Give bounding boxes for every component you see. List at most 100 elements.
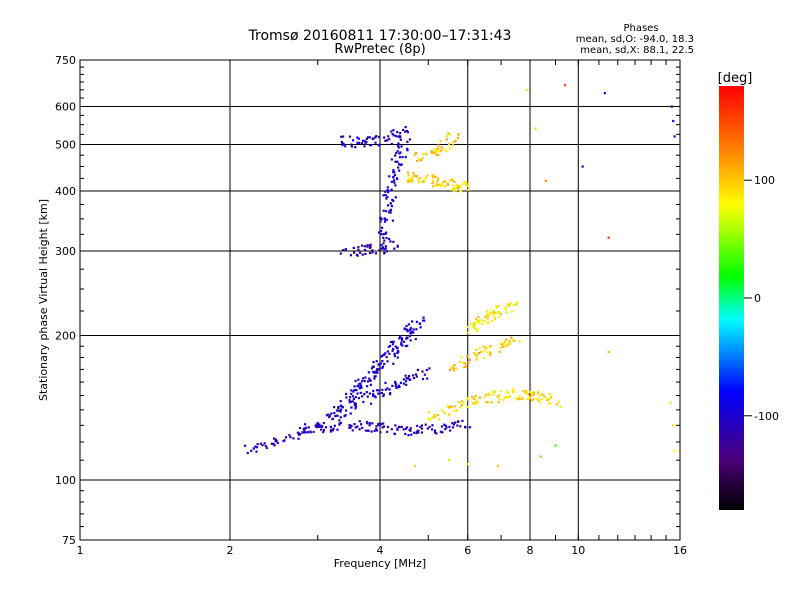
data-point [270, 442, 273, 445]
data-point [420, 431, 424, 434]
data-point [485, 400, 488, 404]
data-point [435, 183, 439, 186]
data-point [309, 431, 312, 434]
data-point [404, 130, 407, 133]
data-point [462, 361, 465, 365]
data-point [453, 369, 456, 372]
data-point [364, 252, 367, 256]
data-point [356, 392, 359, 395]
data-point [384, 232, 387, 235]
data-point [396, 177, 399, 181]
data-point [412, 328, 415, 331]
data-point [320, 428, 323, 431]
data-point [400, 163, 403, 166]
data-point [377, 368, 380, 371]
data-point [378, 248, 381, 252]
data-point [438, 183, 441, 186]
data-point [413, 464, 417, 468]
data-point [299, 433, 302, 436]
data-point [482, 356, 486, 360]
data-point [416, 159, 419, 163]
data-point [379, 355, 382, 358]
data-point [357, 137, 360, 140]
data-point [339, 410, 342, 413]
data-point [507, 303, 511, 306]
data-point [316, 423, 319, 426]
x-tick-label: 16 [673, 544, 687, 557]
data-point [379, 423, 382, 426]
data-point [447, 132, 450, 135]
data-point [374, 136, 377, 139]
data-point [507, 392, 510, 395]
data-point [339, 400, 342, 403]
data-point [472, 326, 476, 329]
data-point [426, 174, 429, 177]
data-point [440, 146, 443, 149]
data-point [451, 178, 454, 181]
data-point [493, 315, 497, 319]
data-point [318, 423, 321, 426]
data-points [243, 84, 676, 468]
data-point [460, 356, 463, 359]
data-point [399, 381, 403, 384]
data-point [298, 426, 302, 430]
data-point [453, 409, 456, 413]
data-point [336, 428, 339, 431]
data-point [418, 157, 421, 160]
data-point [301, 431, 304, 434]
data-point [360, 395, 364, 398]
data-point [421, 319, 425, 322]
data-point [440, 149, 443, 152]
data-point [379, 229, 383, 233]
data-point [421, 370, 424, 373]
data-point [304, 427, 307, 430]
chart-subtitle: RwPretec (8p) [334, 42, 425, 57]
data-point [545, 397, 548, 400]
data-point [434, 151, 437, 154]
data-point [484, 396, 487, 399]
data-point [380, 244, 383, 247]
y-tick-label: 200 [55, 330, 76, 343]
data-point [498, 398, 501, 401]
data-point [443, 423, 446, 426]
data-point [406, 376, 410, 380]
phases-line-o: mean, sd,O: -94.0, 18.3 [576, 34, 694, 45]
data-point [509, 302, 512, 305]
colorbar-tick-label: 0 [754, 292, 761, 305]
data-point [377, 231, 381, 234]
data-point [369, 143, 372, 147]
data-point [476, 320, 480, 323]
data-point [424, 176, 427, 179]
data-point [513, 339, 516, 342]
data-point [246, 451, 249, 455]
data-point [377, 392, 380, 395]
data-point [362, 400, 365, 404]
data-point [451, 367, 455, 370]
data-point [510, 336, 513, 339]
data-point [407, 323, 411, 326]
colorbar-label: [deg] [718, 71, 753, 86]
x-tick-label: 10 [571, 544, 585, 557]
data-point [466, 396, 469, 400]
data-point [400, 339, 404, 342]
data-point [395, 383, 398, 386]
data-point [534, 127, 537, 130]
data-point [467, 361, 470, 364]
data-point [394, 424, 397, 427]
data-point [456, 424, 459, 427]
data-point [400, 341, 403, 344]
data-point [559, 405, 562, 408]
data-point [543, 395, 546, 398]
data-point [527, 392, 530, 396]
data-point [385, 236, 388, 240]
data-point [264, 444, 267, 448]
data-point [359, 384, 363, 387]
data-point [398, 169, 401, 172]
data-point [384, 194, 387, 197]
data-point [394, 154, 397, 157]
data-point [531, 391, 534, 395]
data-point [400, 343, 403, 346]
data-point [365, 390, 368, 394]
data-point [340, 140, 343, 144]
data-point [454, 188, 458, 192]
